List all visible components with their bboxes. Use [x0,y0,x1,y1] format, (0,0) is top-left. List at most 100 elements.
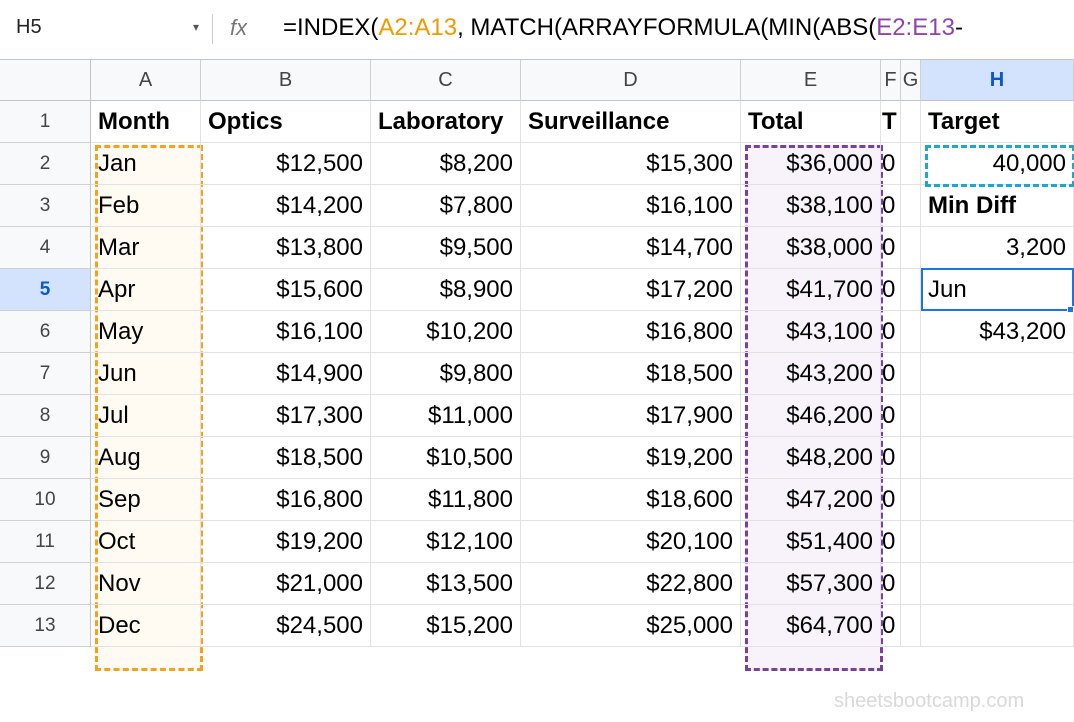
cell[interactable]: $21,000 [201,563,371,605]
cell[interactable]: $18,600 [521,479,741,521]
cell[interactable]: $16,800 [521,311,741,353]
cell[interactable]: $19,200 [201,521,371,563]
cell[interactable]: Target [921,101,1074,143]
cell[interactable]: $57,300 [741,563,881,605]
cell[interactable]: $8,900 [371,269,521,311]
column-header[interactable]: A [91,60,201,101]
cell[interactable]: $64,700 [741,605,881,647]
row-header[interactable]: 5 [0,269,91,311]
cell[interactable] [921,521,1074,563]
cell[interactable]: $15,600 [201,269,371,311]
cell[interactable] [901,395,921,437]
cell[interactable]: Total [741,101,881,143]
cell[interactable]: Dec [91,605,201,647]
cell[interactable]: Month [91,101,201,143]
cell[interactable]: $13,500 [371,563,521,605]
cell[interactable]: $8,200 [371,143,521,185]
cell[interactable]: 0 [881,143,901,185]
cell[interactable]: $17,900 [521,395,741,437]
cell[interactable]: $9,500 [371,227,521,269]
cell[interactable]: Jan [91,143,201,185]
row-header[interactable]: 7 [0,353,91,395]
cell[interactable]: Min Diff [921,185,1074,227]
cell[interactable]: 3,200 [921,227,1074,269]
cell[interactable]: $7,800 [371,185,521,227]
cell[interactable]: $16,100 [201,311,371,353]
row-header[interactable]: 11 [0,521,91,563]
cell[interactable] [901,227,921,269]
cell[interactable]: 0 [881,353,901,395]
cell[interactable] [901,521,921,563]
cell[interactable]: $22,800 [521,563,741,605]
cell[interactable]: $51,400 [741,521,881,563]
row-header[interactable]: 12 [0,563,91,605]
cell[interactable]: $14,900 [201,353,371,395]
fill-handle[interactable] [1067,306,1074,313]
cell[interactable]: $14,200 [201,185,371,227]
column-header[interactable]: E [741,60,881,101]
cell[interactable] [901,101,921,143]
cell[interactable] [921,605,1074,647]
cell[interactable]: $16,100 [521,185,741,227]
cell[interactable]: Apr [91,269,201,311]
cell[interactable] [921,353,1074,395]
cell[interactable]: $19,200 [521,437,741,479]
cell[interactable]: 0 [881,437,901,479]
cell[interactable]: $38,100 [741,185,881,227]
cell[interactable]: $18,500 [201,437,371,479]
cell[interactable]: $38,000 [741,227,881,269]
cell[interactable]: $9,800 [371,353,521,395]
cell[interactable]: $10,200 [371,311,521,353]
cell[interactable]: 0 [881,311,901,353]
dropdown-arrow[interactable]: ▾ [193,20,200,34]
cell[interactable]: 0 [881,605,901,647]
cell[interactable]: 0 [881,521,901,563]
selected-cell[interactable] [921,268,1074,311]
cell[interactable]: 0 [881,227,901,269]
cell[interactable]: $15,200 [371,605,521,647]
cell[interactable]: $11,000 [371,395,521,437]
cell[interactable]: May [91,311,201,353]
cell[interactable]: $18,500 [521,353,741,395]
cell[interactable]: $43,100 [741,311,881,353]
cell[interactable]: Sep [91,479,201,521]
column-header[interactable]: F [881,60,901,101]
cell[interactable]: $17,200 [521,269,741,311]
cell[interactable] [901,563,921,605]
cell[interactable]: $36,000 [741,143,881,185]
cell[interactable]: Laboratory [371,101,521,143]
cell[interactable] [901,269,921,311]
column-header[interactable]: G [901,60,921,101]
cell[interactable]: Jul [91,395,201,437]
cell[interactable]: $43,200 [921,311,1074,353]
cell[interactable]: $14,700 [521,227,741,269]
formula-text[interactable]: =INDEX(A2:A13, MATCH(ARRAYFORMULA(MIN(AB… [283,14,963,42]
cell[interactable] [921,395,1074,437]
row-header[interactable]: 4 [0,227,91,269]
column-header[interactable]: D [521,60,741,101]
cell[interactable]: $17,300 [201,395,371,437]
cell[interactable]: Nov [91,563,201,605]
cell[interactable]: $13,800 [201,227,371,269]
cell[interactable]: $41,700 [741,269,881,311]
row-header[interactable]: 13 [0,605,91,647]
row-header[interactable]: 2 [0,143,91,185]
cell[interactable]: $43,200 [741,353,881,395]
cell[interactable]: $24,500 [201,605,371,647]
cell[interactable] [921,563,1074,605]
cell[interactable]: $15,300 [521,143,741,185]
cell[interactable]: T [881,101,901,143]
cell[interactable]: 0 [881,269,901,311]
column-header[interactable]: H [921,60,1074,101]
cell[interactable]: $16,800 [201,479,371,521]
cell[interactable]: Aug [91,437,201,479]
cell[interactable] [921,437,1074,479]
cell[interactable]: $11,800 [371,479,521,521]
cell[interactable] [901,605,921,647]
corner[interactable] [0,60,91,101]
cell[interactable]: 0 [881,563,901,605]
cell[interactable] [901,143,921,185]
cell[interactable]: $12,100 [371,521,521,563]
cell[interactable]: Surveillance [521,101,741,143]
row-header[interactable]: 9 [0,437,91,479]
